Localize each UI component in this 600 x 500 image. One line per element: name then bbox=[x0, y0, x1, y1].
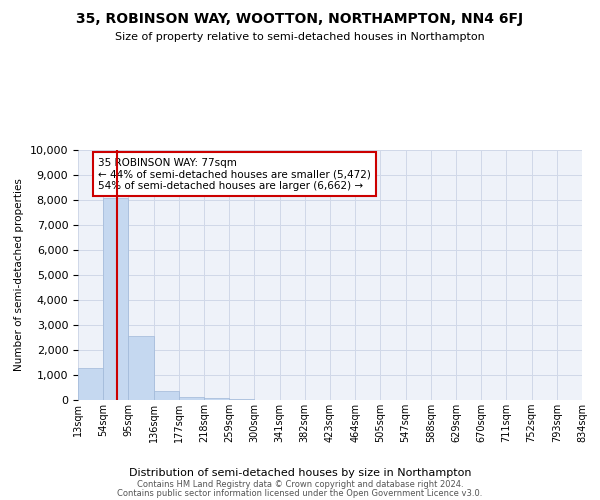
Text: Contains HM Land Registry data © Crown copyright and database right 2024.: Contains HM Land Registry data © Crown c… bbox=[137, 480, 463, 489]
Text: 35, ROBINSON WAY, WOOTTON, NORTHAMPTON, NN4 6FJ: 35, ROBINSON WAY, WOOTTON, NORTHAMPTON, … bbox=[76, 12, 524, 26]
Bar bbox=[78, 368, 103, 400]
Y-axis label: Number of semi-detached properties: Number of semi-detached properties bbox=[14, 178, 24, 372]
Text: Distribution of semi-detached houses by size in Northampton: Distribution of semi-detached houses by … bbox=[129, 468, 471, 477]
Text: Contains public sector information licensed under the Open Government Licence v3: Contains public sector information licen… bbox=[118, 488, 482, 498]
Bar bbox=[179, 397, 204, 400]
Bar bbox=[128, 336, 154, 400]
Text: 35 ROBINSON WAY: 77sqm
← 44% of semi-detached houses are smaller (5,472)
54% of : 35 ROBINSON WAY: 77sqm ← 44% of semi-det… bbox=[98, 158, 371, 190]
Bar bbox=[204, 398, 229, 400]
Bar bbox=[229, 399, 254, 400]
Text: Size of property relative to semi-detached houses in Northampton: Size of property relative to semi-detach… bbox=[115, 32, 485, 42]
Bar bbox=[103, 198, 128, 400]
Bar bbox=[154, 390, 179, 400]
